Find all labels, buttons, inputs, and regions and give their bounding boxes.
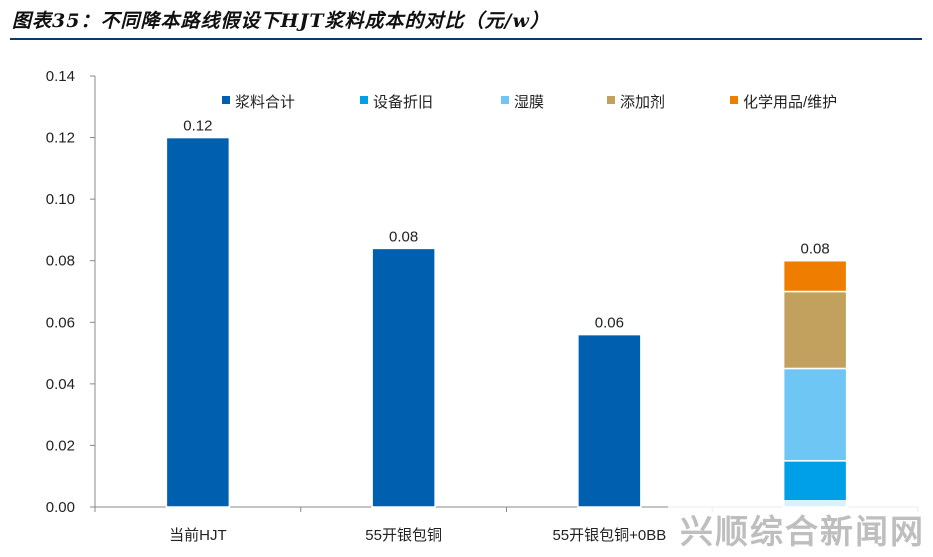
legend-swatch [501, 96, 509, 104]
category-label: 55开银包铜+0BB [552, 527, 666, 544]
legend-swatch [730, 96, 738, 104]
data-label: 0.06 [595, 315, 624, 332]
watermark-text: 兴顺综合新闻网 [680, 511, 925, 551]
watermark: 兴顺综合新闻网 [668, 500, 933, 557]
figure-title: 图表35：不同降本路线假设下HJT浆料成本的对比（元/w） [12, 10, 550, 32]
category-label: 当前HJT [169, 527, 227, 544]
legend-swatch [360, 96, 368, 104]
bar-segment [782, 259, 848, 293]
y-tick-label: 0.14 [46, 68, 75, 85]
bar-segment [782, 460, 848, 508]
legend-label: 设备折旧 [373, 94, 433, 111]
y-tick-label: 0.12 [46, 130, 75, 147]
legend-swatch [222, 96, 230, 104]
data-label: 0.12 [183, 118, 212, 135]
y-tick-label: 0.08 [46, 253, 75, 270]
bar-segment [371, 247, 436, 508]
category-label: 55开银包铜 [365, 527, 442, 544]
legend-label: 添加剂 [620, 94, 665, 111]
y-tick-label: 0.02 [46, 437, 75, 454]
title-rule [10, 38, 922, 40]
y-tick-label: 0.06 [46, 314, 75, 331]
y-tick-label: 0.04 [46, 376, 75, 393]
data-label: 0.08 [801, 241, 830, 258]
data-label: 0.08 [389, 228, 418, 245]
bar-segment [577, 333, 642, 508]
legend-label: 化学用品/维护 [743, 94, 837, 111]
legend-swatch [607, 96, 615, 104]
bar-segment [782, 290, 848, 370]
y-tick-label: 0.10 [46, 191, 75, 208]
legend-label: 浆料合计 [235, 93, 295, 111]
bar-segment [165, 136, 231, 508]
bar-segment [782, 367, 848, 462]
y-tick-label: 0.00 [46, 499, 75, 516]
legend-label: 湿膜 [514, 94, 544, 111]
